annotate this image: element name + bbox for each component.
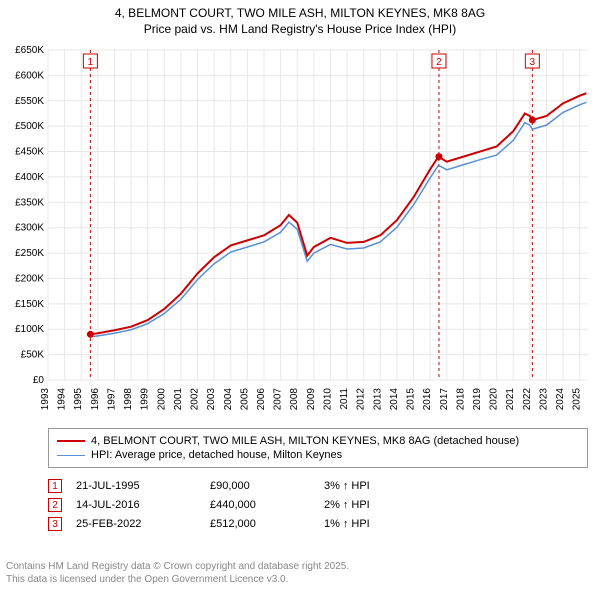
svg-text:£400K: £400K xyxy=(15,172,44,183)
up-arrow-icon: ↑ xyxy=(343,480,349,492)
svg-text:2006: 2006 xyxy=(256,388,267,411)
svg-text:2015: 2015 xyxy=(406,388,417,411)
svg-text:1997: 1997 xyxy=(106,388,117,411)
svg-text:2019: 2019 xyxy=(472,388,483,411)
event-date: 21-JUL-1995 xyxy=(76,480,196,492)
svg-text:2014: 2014 xyxy=(389,388,400,411)
event-row: 1 21-JUL-1995 £90,000 3%↑HPI xyxy=(48,479,588,493)
svg-text:2011: 2011 xyxy=(339,388,350,410)
svg-text:2012: 2012 xyxy=(356,388,367,411)
svg-text:2007: 2007 xyxy=(273,388,284,411)
svg-text:1998: 1998 xyxy=(123,388,134,411)
title-line1: 4, BELMONT COURT, TWO MILE ASH, MILTON K… xyxy=(0,6,600,22)
svg-text:£600K: £600K xyxy=(15,70,44,81)
svg-text:2023: 2023 xyxy=(538,388,549,411)
svg-text:1995: 1995 xyxy=(73,388,84,411)
legend-swatch xyxy=(57,440,85,442)
event-row: 2 14-JUL-2016 £440,000 2%↑HPI xyxy=(48,498,588,512)
svg-text:1993: 1993 xyxy=(40,388,51,411)
svg-text:2005: 2005 xyxy=(239,388,250,411)
event-marker: 2 xyxy=(48,498,62,512)
legend: 4, BELMONT COURT, TWO MILE ASH, MILTON K… xyxy=(48,428,588,468)
svg-text:£250K: £250K xyxy=(15,248,44,259)
attribution: Contains HM Land Registry data © Crown c… xyxy=(6,560,594,586)
svg-text:2002: 2002 xyxy=(190,388,201,411)
svg-text:£500K: £500K xyxy=(15,121,44,132)
event-pct: 2%↑HPI xyxy=(324,499,414,511)
svg-text:2009: 2009 xyxy=(306,388,317,411)
svg-text:2: 2 xyxy=(436,57,442,68)
up-arrow-icon: ↑ xyxy=(343,499,349,511)
chart-container: £0 £50K £100K £150K £200K £250K £300K £350K £400… xyxy=(0,42,600,422)
svg-text:2020: 2020 xyxy=(489,388,500,411)
svg-text:£200K: £200K xyxy=(15,273,44,284)
svg-text:£0: £0 xyxy=(33,375,45,386)
svg-text:2000: 2000 xyxy=(156,388,167,411)
event-price: £90,000 xyxy=(210,480,310,492)
svg-text:£650K: £650K xyxy=(15,45,44,56)
svg-text:2010: 2010 xyxy=(322,388,333,411)
event-table: 1 21-JUL-1995 £90,000 3%↑HPI 2 14-JUL-2016 £44… xyxy=(48,474,588,536)
event-pct: 3%↑HPI xyxy=(324,480,414,492)
svg-text:2003: 2003 xyxy=(206,388,217,411)
event-row: 3 25-FEB-2022 £512,000 1%↑HPI xyxy=(48,517,588,531)
legend-swatch xyxy=(57,455,85,456)
svg-text:1: 1 xyxy=(88,57,94,68)
legend-row: 4, BELMONT COURT, TWO MILE ASH, MILTON K… xyxy=(57,435,579,447)
event-marker: 3 xyxy=(48,517,62,531)
svg-text:£150K: £150K xyxy=(15,299,44,310)
svg-text:2008: 2008 xyxy=(289,388,300,411)
attribution-line2: This data is licensed under the Open Gov… xyxy=(6,573,594,586)
svg-text:1996: 1996 xyxy=(90,388,101,411)
chart-svg: £0 £50K £100K £150K £200K £250K £300K £350K £400… xyxy=(0,42,600,422)
legend-row: HPI: Average price, detached house, Milt… xyxy=(57,449,579,461)
title-line2: Price paid vs. HM Land Registry's House … xyxy=(0,22,600,38)
legend-label: HPI: Average price, detached house, Milt… xyxy=(91,449,342,461)
svg-text:2025: 2025 xyxy=(572,388,583,411)
svg-text:2021: 2021 xyxy=(505,388,516,411)
attribution-line1: Contains HM Land Registry data © Crown c… xyxy=(6,560,594,573)
svg-text:2001: 2001 xyxy=(173,388,184,411)
svg-text:3: 3 xyxy=(530,57,536,68)
svg-text:2022: 2022 xyxy=(522,388,533,411)
event-price: £440,000 xyxy=(210,499,310,511)
svg-text:2018: 2018 xyxy=(455,388,466,411)
svg-text:£350K: £350K xyxy=(15,197,44,208)
svg-text:£50K: £50K xyxy=(21,350,45,361)
event-date: 25-FEB-2022 xyxy=(76,518,196,530)
legend-label: 4, BELMONT COURT, TWO MILE ASH, MILTON K… xyxy=(91,435,519,447)
svg-text:2024: 2024 xyxy=(555,388,566,411)
svg-text:£300K: £300K xyxy=(15,223,44,234)
event-price: £512,000 xyxy=(210,518,310,530)
event-pct: 1%↑HPI xyxy=(324,518,414,530)
up-arrow-icon: ↑ xyxy=(343,518,349,530)
svg-text:2017: 2017 xyxy=(439,388,450,411)
chart-title: 4, BELMONT COURT, TWO MILE ASH, MILTON K… xyxy=(0,0,600,37)
svg-text:£550K: £550K xyxy=(15,96,44,107)
svg-text:£100K: £100K xyxy=(15,324,44,335)
svg-text:1999: 1999 xyxy=(140,388,151,411)
svg-text:2004: 2004 xyxy=(223,388,234,411)
svg-text:2013: 2013 xyxy=(372,388,383,411)
svg-text:2016: 2016 xyxy=(422,388,433,411)
event-marker: 1 xyxy=(48,479,62,493)
svg-text:£450K: £450K xyxy=(15,147,44,158)
svg-text:1994: 1994 xyxy=(57,388,68,411)
event-date: 14-JUL-2016 xyxy=(76,499,196,511)
